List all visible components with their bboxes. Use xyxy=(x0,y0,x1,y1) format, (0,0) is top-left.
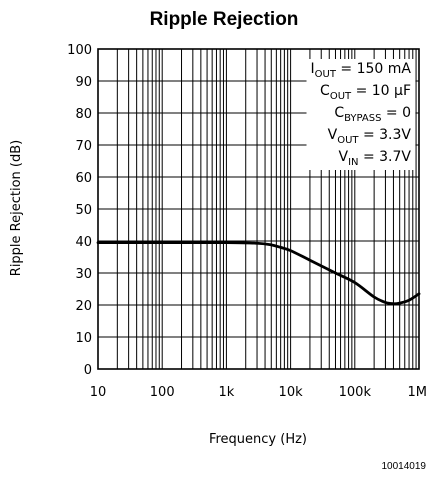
chart-title: Ripple Rejection xyxy=(150,9,299,30)
grid xyxy=(97,48,419,370)
y-tick-labels: 0 10 20 30 40 50 60 70 80 90 100 xyxy=(67,43,92,378)
plot-frame xyxy=(97,48,420,370)
condition-annotation: IOUT = 150 mA xyxy=(311,61,412,80)
y-tick-label: 0 xyxy=(84,363,92,378)
y-axis-label: Ripple Rejection (dB) xyxy=(9,140,24,276)
y-tick-label: 100 xyxy=(67,43,92,58)
y-tick-label: 70 xyxy=(75,139,92,154)
x-tick-label: 100 xyxy=(150,385,175,400)
condition-annotation: COUT = 10 μF xyxy=(320,83,411,102)
condition-annotation: VOUT = 3.3V xyxy=(328,127,412,146)
x-tick-label: 10k xyxy=(279,385,304,400)
ripple-rejection-line xyxy=(96,241,421,306)
x-tick-labels: 10 100 1k 10k 100k 1M xyxy=(90,385,427,400)
x-tick-label: 1M xyxy=(408,385,428,400)
y-tick-label: 90 xyxy=(75,75,92,90)
y-tick-label: 40 xyxy=(75,235,92,250)
curve-layer xyxy=(96,241,421,306)
annotation-background xyxy=(306,59,416,170)
x-tick-label: 1k xyxy=(218,385,234,400)
y-tick-label: 20 xyxy=(75,299,92,314)
y-tick-label: 10 xyxy=(75,331,92,346)
y-tick-label: 80 xyxy=(75,107,92,122)
condition-annotation: CBYPASS = 0 xyxy=(334,105,411,124)
figure-code: 10014019 xyxy=(382,461,427,472)
x-axis-label: Frequency (Hz) xyxy=(209,432,307,447)
condition-annotation: VIN = 3.7V xyxy=(339,149,412,168)
y-tick-label: 30 xyxy=(75,267,92,282)
y-tick-label: 60 xyxy=(75,171,92,186)
y-tick-label: 50 xyxy=(75,203,92,218)
x-tick-label: 10 xyxy=(90,385,107,400)
x-tick-label: 100k xyxy=(339,385,372,400)
annotation-block: IOUT = 150 mA COUT = 10 μF CBYPASS = 0 VOUT… xyxy=(311,61,412,168)
